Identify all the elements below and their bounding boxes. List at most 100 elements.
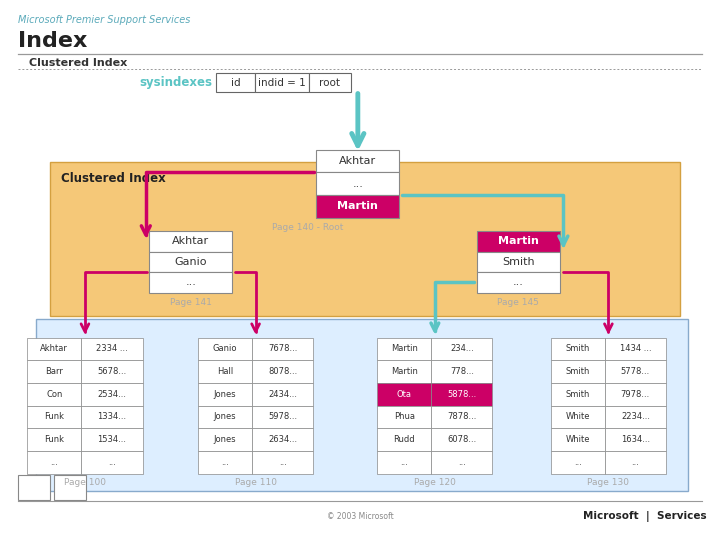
- Text: 2534...: 2534...: [97, 390, 127, 399]
- Text: ...: ...: [631, 458, 639, 467]
- Text: indid = 1: indid = 1: [258, 78, 306, 87]
- Text: Smith: Smith: [566, 345, 590, 353]
- FancyBboxPatch shape: [252, 383, 313, 406]
- Text: Page 110: Page 110: [235, 478, 276, 487]
- FancyBboxPatch shape: [431, 338, 492, 360]
- FancyBboxPatch shape: [431, 383, 492, 406]
- Text: © 2003 Microsoft: © 2003 Microsoft: [327, 512, 393, 521]
- FancyBboxPatch shape: [605, 406, 666, 428]
- FancyBboxPatch shape: [431, 406, 492, 428]
- Text: ...: ...: [458, 458, 466, 467]
- FancyBboxPatch shape: [377, 451, 431, 474]
- Text: Smith: Smith: [566, 390, 590, 399]
- FancyBboxPatch shape: [27, 406, 81, 428]
- Text: 1634...: 1634...: [621, 435, 650, 444]
- Text: ...: ...: [400, 458, 408, 467]
- FancyBboxPatch shape: [431, 360, 492, 383]
- Text: id: id: [230, 78, 240, 87]
- FancyBboxPatch shape: [27, 383, 81, 406]
- FancyBboxPatch shape: [54, 475, 86, 500]
- Text: Ganio: Ganio: [174, 257, 207, 267]
- Text: 2634...: 2634...: [268, 435, 297, 444]
- Text: Smith: Smith: [502, 257, 535, 267]
- FancyBboxPatch shape: [377, 428, 431, 451]
- FancyBboxPatch shape: [317, 195, 399, 218]
- Text: Con: Con: [46, 390, 63, 399]
- FancyBboxPatch shape: [431, 428, 492, 451]
- FancyBboxPatch shape: [252, 428, 313, 451]
- FancyBboxPatch shape: [431, 451, 492, 474]
- FancyBboxPatch shape: [252, 338, 313, 360]
- Text: Clustered Index: Clustered Index: [29, 58, 127, 68]
- Text: 5778...: 5778...: [621, 367, 650, 376]
- FancyBboxPatch shape: [198, 383, 252, 406]
- Text: Clustered Index: Clustered Index: [61, 172, 166, 185]
- Text: White: White: [565, 413, 590, 421]
- FancyBboxPatch shape: [377, 406, 431, 428]
- FancyBboxPatch shape: [605, 360, 666, 383]
- Text: Microsoft Premier Support Services: Microsoft Premier Support Services: [18, 15, 190, 25]
- FancyBboxPatch shape: [551, 428, 605, 451]
- Text: ...: ...: [279, 458, 287, 467]
- FancyBboxPatch shape: [377, 383, 431, 406]
- Text: 234...: 234...: [450, 345, 474, 353]
- Text: 2434...: 2434...: [268, 390, 297, 399]
- Text: Jones: Jones: [214, 390, 236, 399]
- Text: Microsoft  |  Services: Microsoft | Services: [582, 511, 706, 522]
- Text: Page 100: Page 100: [64, 478, 106, 487]
- FancyBboxPatch shape: [317, 172, 399, 195]
- Text: Martin: Martin: [391, 367, 418, 376]
- Text: root: root: [319, 78, 341, 87]
- FancyBboxPatch shape: [317, 150, 399, 172]
- FancyBboxPatch shape: [198, 338, 252, 360]
- Text: 1534...: 1534...: [97, 435, 127, 444]
- FancyBboxPatch shape: [81, 338, 143, 360]
- FancyBboxPatch shape: [81, 383, 143, 406]
- FancyBboxPatch shape: [605, 338, 666, 360]
- Text: 6078...: 6078...: [447, 435, 477, 444]
- Text: Akhtar: Akhtar: [172, 237, 210, 246]
- Text: 1434 ...: 1434 ...: [620, 345, 651, 353]
- Text: 5978...: 5978...: [268, 413, 297, 421]
- Text: 1334...: 1334...: [97, 413, 127, 421]
- FancyBboxPatch shape: [27, 451, 81, 474]
- FancyBboxPatch shape: [551, 451, 605, 474]
- Text: Ganio: Ganio: [212, 345, 238, 353]
- FancyBboxPatch shape: [150, 252, 232, 272]
- FancyBboxPatch shape: [198, 428, 252, 451]
- Text: sysindexes: sysindexes: [140, 76, 212, 89]
- Text: ...: ...: [50, 458, 58, 467]
- FancyBboxPatch shape: [50, 162, 680, 316]
- Text: ...: ...: [513, 278, 524, 287]
- FancyBboxPatch shape: [477, 231, 560, 252]
- FancyBboxPatch shape: [27, 428, 81, 451]
- Text: ...: ...: [221, 458, 229, 467]
- Text: Hall: Hall: [217, 367, 233, 376]
- FancyBboxPatch shape: [551, 360, 605, 383]
- FancyBboxPatch shape: [81, 451, 143, 474]
- Text: ...: ...: [352, 179, 364, 188]
- FancyBboxPatch shape: [255, 73, 309, 92]
- FancyBboxPatch shape: [27, 360, 81, 383]
- FancyBboxPatch shape: [216, 73, 255, 92]
- Text: Page 145: Page 145: [498, 298, 539, 307]
- FancyBboxPatch shape: [81, 360, 143, 383]
- FancyBboxPatch shape: [252, 451, 313, 474]
- FancyBboxPatch shape: [252, 406, 313, 428]
- Text: Smith: Smith: [566, 367, 590, 376]
- Text: ...: ...: [185, 278, 197, 287]
- Text: Akhtar: Akhtar: [40, 345, 68, 353]
- FancyBboxPatch shape: [551, 406, 605, 428]
- FancyBboxPatch shape: [477, 252, 560, 272]
- Text: 5878...: 5878...: [447, 390, 477, 399]
- Text: Jones: Jones: [214, 435, 236, 444]
- Text: Jones: Jones: [214, 413, 236, 421]
- FancyBboxPatch shape: [27, 338, 81, 360]
- Text: Akhtar: Akhtar: [339, 156, 377, 166]
- FancyBboxPatch shape: [150, 272, 232, 293]
- FancyBboxPatch shape: [198, 451, 252, 474]
- Text: Martin: Martin: [391, 345, 418, 353]
- FancyBboxPatch shape: [605, 451, 666, 474]
- FancyBboxPatch shape: [551, 383, 605, 406]
- FancyBboxPatch shape: [551, 338, 605, 360]
